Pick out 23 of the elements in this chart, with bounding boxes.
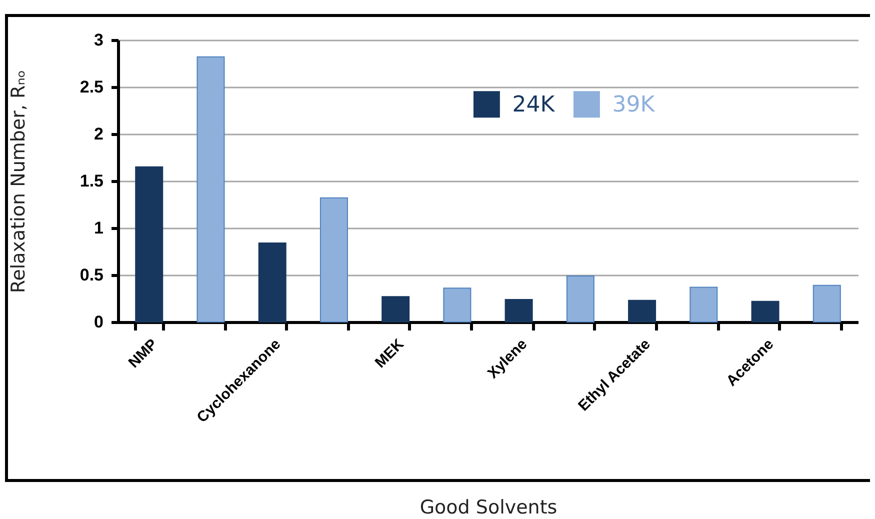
bar <box>566 275 594 322</box>
bar <box>628 300 656 322</box>
bar <box>382 296 410 322</box>
legend-label: 24K <box>512 92 556 118</box>
y-tick-label: 2.5 <box>80 78 104 96</box>
y-tick-label: 1 <box>94 218 104 238</box>
y-tick-label: 0 <box>94 312 104 332</box>
bar <box>196 56 225 322</box>
legend-label: 39K <box>612 92 656 118</box>
y-tick-label: 2 <box>94 124 104 144</box>
y-tick-label: 1.5 <box>80 172 104 190</box>
bar <box>751 300 780 322</box>
bar <box>504 298 533 322</box>
y-tick-label: 3 <box>94 30 104 50</box>
bar <box>320 197 348 322</box>
x-axis-title: Good Solvents <box>420 496 558 518</box>
bar <box>690 286 718 322</box>
bar <box>812 284 841 322</box>
bar <box>135 166 164 322</box>
y-tick-label: 0.5 <box>80 266 104 284</box>
bar <box>443 288 472 322</box>
bar <box>258 242 286 322</box>
y-axis-title: Relaxation Number, Rₙₒ <box>8 70 30 294</box>
